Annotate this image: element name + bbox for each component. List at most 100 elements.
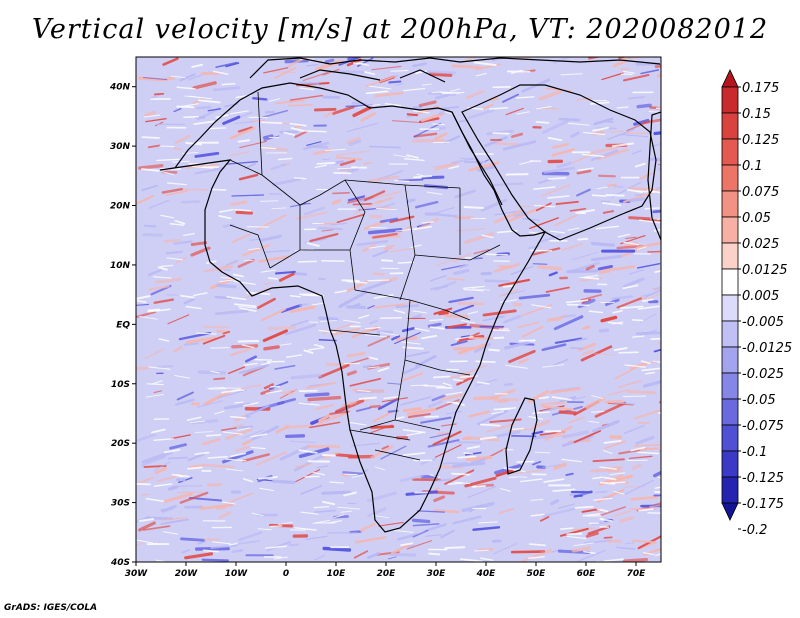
field-streak	[434, 161, 459, 171]
field-streak-white	[451, 472, 471, 476]
colorbar-label: -0.175	[742, 497, 784, 512]
lat-label: 30S	[111, 499, 130, 509]
field-streak-white	[180, 103, 200, 108]
field-streak-white	[233, 280, 256, 285]
field-streak	[252, 97, 268, 101]
field-streak	[270, 163, 287, 171]
field-streak	[372, 411, 392, 423]
field-streak-white	[466, 445, 480, 450]
field-streak-white	[471, 288, 491, 291]
field-streak	[532, 262, 548, 266]
field-streak-white	[595, 225, 620, 230]
field-streak	[416, 510, 445, 513]
field-streak	[542, 405, 574, 411]
field-streak-white	[169, 223, 185, 226]
field-streak	[553, 315, 584, 331]
field-streak-white	[157, 266, 168, 271]
field-streak	[387, 556, 397, 560]
field-streak	[233, 424, 244, 428]
field-streak	[504, 340, 530, 350]
field-streak	[399, 300, 416, 307]
field-streak	[612, 185, 624, 188]
field-streak	[213, 377, 226, 381]
field-streak-white	[218, 208, 234, 213]
field-streak	[215, 506, 227, 511]
field-streak-white	[191, 63, 204, 68]
field-streak	[558, 117, 581, 122]
field-streak-white	[205, 434, 222, 437]
field-streak-white	[626, 188, 643, 194]
field-streak	[433, 495, 446, 503]
field-streak	[623, 74, 650, 82]
field-streak	[464, 232, 495, 245]
field-streak-white	[516, 460, 535, 463]
field-streak-white	[171, 160, 190, 163]
field-streak	[372, 232, 398, 239]
field-streak	[603, 440, 626, 450]
field-streak-white	[170, 75, 186, 78]
field-streak-white	[463, 205, 485, 210]
colorbar-label: 0.025	[742, 237, 779, 252]
field-streak	[290, 373, 322, 380]
field-streak-white	[579, 274, 599, 279]
field-streak	[441, 264, 466, 271]
field-streak	[395, 304, 419, 309]
field-streak-white	[207, 386, 224, 389]
lat-label: 20N	[110, 202, 131, 212]
field-streak	[173, 345, 183, 353]
field-streak-white	[489, 107, 509, 110]
field-streak	[226, 160, 258, 165]
field-streak	[228, 151, 250, 157]
field-streak	[195, 105, 212, 110]
field-streak	[262, 134, 274, 140]
field-streak	[430, 275, 447, 282]
field-streak	[284, 424, 313, 429]
field-streak-white	[617, 233, 631, 238]
field-streak	[142, 77, 168, 81]
field-streak	[290, 319, 309, 327]
field-streak-white	[160, 264, 174, 267]
field-streak	[489, 418, 522, 424]
field-streak-white	[261, 121, 283, 124]
field-streak-white	[375, 207, 397, 211]
field-streak-white	[313, 344, 324, 348]
field-streak-white	[225, 468, 244, 472]
field-streak-white	[485, 253, 509, 256]
colorbar-bottom-arrow	[721, 502, 739, 521]
field-streak	[476, 409, 508, 426]
field-streak-white	[152, 380, 163, 385]
field-streak	[269, 387, 279, 392]
field-streak	[447, 323, 467, 329]
field-streak	[572, 153, 592, 164]
field-streak-white	[273, 556, 288, 560]
colorbar-swatch	[721, 346, 739, 374]
field-streak	[167, 485, 179, 491]
field-streak	[402, 407, 422, 413]
field-streak-white	[450, 88, 461, 92]
field-streak-white	[271, 207, 287, 210]
field-streak-white	[596, 186, 608, 190]
field-streak	[397, 533, 419, 541]
field-streak	[444, 135, 461, 144]
field-streak	[154, 466, 167, 475]
field-streak	[446, 277, 465, 281]
field-streak	[601, 72, 624, 81]
field-streak	[289, 440, 316, 444]
colorbar-label: 0.1	[742, 159, 763, 174]
field-streak	[317, 411, 349, 425]
field-streak	[587, 525, 611, 535]
field-streak	[336, 213, 365, 224]
field-streak	[608, 402, 634, 406]
field-streak	[416, 217, 439, 231]
field-streak-white	[193, 292, 208, 297]
field-streak	[305, 381, 336, 389]
field-streak	[628, 197, 646, 203]
field-streak	[141, 455, 166, 467]
field-streak	[284, 323, 317, 336]
field-streak-white	[279, 343, 292, 346]
field-streak	[568, 416, 585, 424]
field-streak	[163, 238, 181, 243]
field-streak	[593, 353, 616, 356]
field-streak	[545, 286, 570, 293]
field-streak	[652, 209, 661, 214]
